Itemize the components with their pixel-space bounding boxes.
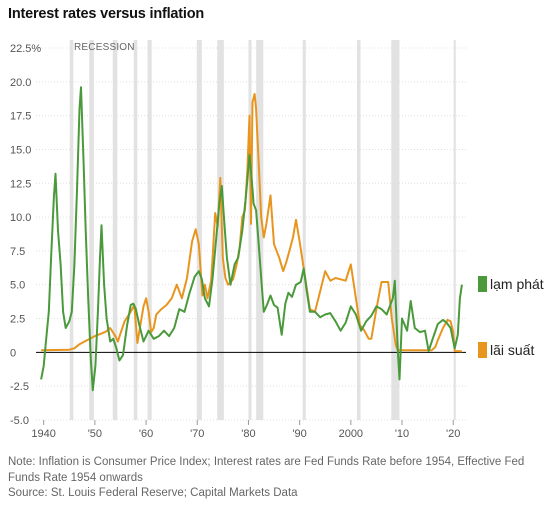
x-tick-label-2: '60 — [139, 428, 153, 440]
recession-bands — [69, 40, 456, 420]
x-tick-label-6: 2000 — [339, 428, 363, 440]
chart-area: RECESSION 22.5% 20.0 17.5 15.0 12.5 10.0 7.5 5.… — [10, 40, 466, 440]
y-tick-label-8: 2.5 — [10, 314, 25, 326]
recession-band-2 — [112, 40, 118, 420]
chart-note: Note: Inflation is Consumer Price Index;… — [8, 455, 553, 502]
x-tick-label-5: '90 — [292, 428, 306, 440]
legend-interest: lãi suất — [478, 342, 534, 358]
y-tick-label-5: 10.0 — [10, 212, 31, 224]
y-tick-label-6: 7.5 — [10, 246, 25, 258]
x-tick-label-8: '20 — [446, 428, 460, 440]
chart-title: Interest rates versus inflation — [8, 6, 205, 22]
recession-band-3 — [133, 40, 138, 420]
y-tick-label-2: 17.5 — [10, 111, 31, 123]
series-line-inflation — [40, 86, 463, 392]
legend-inflation-label: lạm phát — [490, 276, 544, 292]
y-tick-label-7: 5.0 — [10, 280, 25, 292]
note-text: Note: Inflation is Consumer Price Index;… — [8, 456, 525, 484]
legend-inflation: lạm phát — [478, 276, 544, 292]
y-tick-label-11: -5.0 — [10, 415, 29, 427]
y-tick-label-9: 0 — [10, 347, 16, 359]
y-tick-label-4: 12.5 — [10, 178, 31, 190]
recession-band-7 — [248, 40, 252, 420]
recession-band-12 — [453, 40, 456, 420]
x-tick-label-4: '80 — [241, 428, 255, 440]
recession-band-5 — [196, 40, 202, 420]
y-tick-label-3: 15.0 — [10, 144, 31, 156]
series-lines — [40, 86, 463, 392]
recession-band-9 — [302, 40, 306, 420]
x-axis-ticks: 1940 '50 '60 '70 '80 '90 2000 '10 '20 — [31, 420, 460, 440]
inflation-swatch — [478, 276, 487, 292]
recession-band-8 — [256, 40, 264, 420]
x-tick-label-7: '10 — [395, 428, 409, 440]
recession-band-0 — [69, 40, 74, 420]
x-tick-label-3: '70 — [190, 428, 204, 440]
y-axis-ticks: 22.5% 20.0 17.5 15.0 12.5 10.0 7.5 5.0 2.5 0 -2.5 -… — [10, 43, 41, 427]
y-tick-label-10: -2.5 — [10, 381, 29, 393]
interest-swatch — [478, 342, 487, 358]
x-tick-label-0: 1940 — [31, 428, 55, 440]
recession-band-1 — [89, 40, 94, 420]
recession-band-6 — [217, 40, 224, 420]
series-line-interest — [41, 93, 462, 353]
legend-interest-label: lãi suất — [490, 342, 535, 358]
x-tick-label-1: '50 — [88, 428, 102, 440]
y-tick-label-1: 20.0 — [10, 77, 31, 89]
y-tick-label-0: 22.5% — [10, 43, 41, 55]
recession-band-10 — [356, 40, 361, 420]
source-text: Source: St. Louis Federal Reserve; Capit… — [8, 487, 298, 499]
recession-band-4 — [147, 40, 152, 420]
recession-band-11 — [391, 40, 400, 420]
recession-label: RECESSION — [74, 42, 135, 53]
